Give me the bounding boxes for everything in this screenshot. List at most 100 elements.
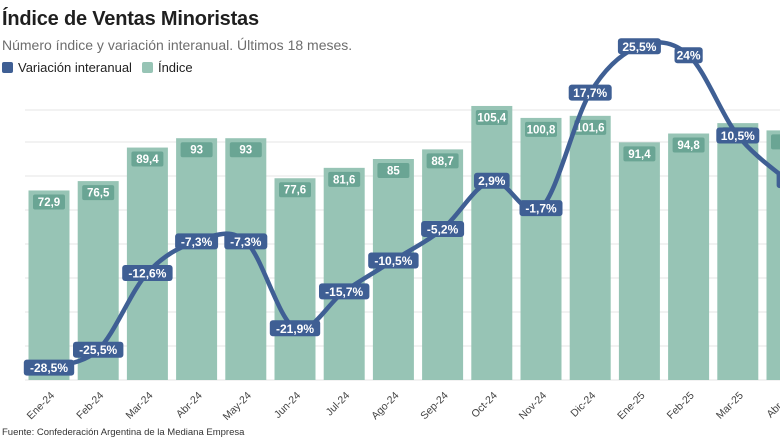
bar-label-box [574,119,607,135]
bar-label: 85 [387,166,400,178]
x-axis: Ene-24 Feb-24 Mar-24 Abr-24 May-24 Jun-24 Jul-… [25,390,780,423]
x-tick-label: Nov-24 [517,390,550,423]
legend-swatch-line [2,62,13,73]
bar [618,142,660,380]
x-tick-label: Sep-24 [418,390,451,423]
line-label-box [674,47,703,64]
bar-label-box [426,153,459,169]
bar [126,147,168,380]
chart-subtitle: Número índice y variación interanual. Úl… [2,37,353,53]
bar [274,178,316,380]
line-label-box [617,38,661,55]
x-tick-label: Jun-24 [272,390,303,421]
x-tick-label: Ene-24 [25,390,58,423]
bar-label: 93 [190,145,203,157]
bar [28,190,70,380]
bar [323,167,365,380]
line-label-box [519,200,563,217]
x-tick-label: Ene-25 [615,390,648,423]
bar [422,149,464,380]
bar [176,138,218,380]
legend-label-indice: Índice [157,60,193,75]
bar-label: 91,4 [628,149,651,161]
bar [717,123,759,381]
line-label-box [776,172,780,189]
line-label-box [474,172,510,189]
bar [471,105,513,381]
legend-swatch-bar [141,62,153,73]
line-label: 17,7% [573,86,607,100]
line-label-box [122,264,173,281]
bar-label: 101,6 [576,122,605,134]
bar [569,115,611,380]
x-tick-label: May-24 [221,390,254,423]
bar-label: 77,6 [284,185,306,197]
line-label-box [73,341,124,358]
x-tick-label: Dic-24 [568,390,598,420]
line-label-box [568,84,612,101]
source-note: Fuente: Confederación Argentina de la Me… [2,427,245,438]
bar [766,130,780,380]
bar-label-box [623,146,656,162]
bar-label: 72,9 [38,197,60,209]
bar-label: 76,5 [87,188,110,200]
bar-label-box [771,134,780,150]
x-tick-label: Ago-24 [369,390,402,423]
bar-label-box [229,142,262,158]
legend-label-variacion: Variación interanual [18,60,132,75]
legend-item-variacion: Variación interanual [2,60,132,75]
chart-title: Índice de Ventas Minoristas [2,8,259,30]
line-label: 24% [677,49,701,63]
bar [668,133,710,380]
line-label-box [421,220,465,237]
line-label: -1,7% [525,202,557,216]
x-tick-label: Mar-24 [124,390,156,422]
bar-label-box [279,182,311,198]
bar-label-box [82,185,115,201]
line-label-box [319,283,370,300]
x-tick-label: Oct-24 [469,390,500,421]
bar-label: 88,7 [431,156,453,168]
bar-series: 72,9 76,5 89,4 93 93 77,6 81,6 85 88,7 105,4 100,8… [28,105,780,381]
line-label: -25,5% [79,343,117,357]
bar-label-box [328,171,361,187]
line-label: -7,3% [230,235,262,249]
bar-label-box [525,121,557,137]
x-tick-label: Feb-24 [74,390,106,422]
x-tick-label: Abr-24 [174,390,205,421]
bar-label: 89,4 [136,154,159,166]
bar-label: 81,6 [333,174,355,186]
line-label-box [368,252,419,269]
bar-label-box [131,151,164,167]
bar-label-box [672,137,705,153]
line-label: -12,6% [128,266,166,280]
legend-item-indice: Índice [141,60,193,75]
line-label-box [269,320,321,337]
legend: Variación interanual Índice [2,60,203,75]
bar-label-box [180,142,213,158]
line-label: 10,5% [721,129,755,143]
bar-label: 93 [239,145,252,157]
x-tick-label: Mar-25 [714,390,746,422]
line-label-box [23,359,75,376]
bar-label-box [33,194,65,210]
line-label: 2,9% [478,174,506,188]
line-label-box [716,127,760,144]
x-tick-label: Feb-25 [665,390,697,422]
line-label: -7,3% [181,235,213,249]
bar-label-box [475,109,508,125]
line-series: -28,5% -25,5% -12,6% -7,3% -7,3% -21,9% -15,7%… [23,38,780,376]
bar-label: 94,8 [677,140,700,152]
bar-label: 100,8 [527,124,556,136]
line-label: 25,5% [622,40,656,54]
line-label: -28,5% [30,361,68,375]
line-label: -21,9% [276,322,314,336]
x-tick-label: Jul-24 [324,390,353,419]
x-tick-label: Abr-25 [764,390,780,421]
line-label: -15,7% [325,285,363,299]
line-label: -10,5% [374,254,412,268]
line-label-box [175,233,219,250]
line-label: -5,2% [427,222,459,236]
line-label-box [224,233,268,250]
